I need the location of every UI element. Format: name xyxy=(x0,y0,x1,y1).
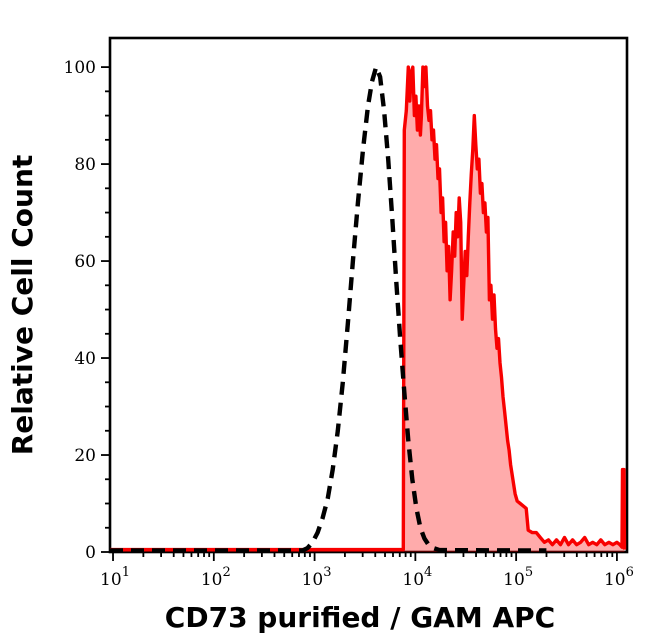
x-tick-label: 104 xyxy=(402,565,432,590)
negative-control-dashed-curve xyxy=(110,64,547,553)
series-layer xyxy=(110,64,627,553)
x-tick-label: 103 xyxy=(302,565,332,590)
y-tick-label: 80 xyxy=(74,155,96,175)
y-axis-title: Relative Cell Count xyxy=(6,155,39,456)
x-axis-ticks xyxy=(112,552,618,561)
y-axis-ticks xyxy=(101,66,110,553)
plot-frame xyxy=(108,36,629,554)
x-axis-title: CD73 purified / GAM APC xyxy=(165,601,555,634)
x-tick-label: 106 xyxy=(604,565,634,590)
y-tick-label: 60 xyxy=(74,252,96,272)
x-tick-label: 101 xyxy=(100,565,130,590)
y-tick-label: 0 xyxy=(85,543,96,563)
y-tick-label: 100 xyxy=(64,58,96,78)
x-tick-label: 105 xyxy=(503,565,533,590)
y-tick-label: 20 xyxy=(74,446,96,466)
stained-histogram-fill xyxy=(110,67,625,552)
x-tick-label: 102 xyxy=(201,565,231,590)
stained-histogram-outline xyxy=(110,65,627,552)
y-tick-label: 40 xyxy=(74,349,96,369)
x-axis-tick-labels: 101 102 103 104 105 106 xyxy=(100,565,634,590)
y-axis-tick-labels: 0 20 40 60 80 100 xyxy=(64,58,96,563)
